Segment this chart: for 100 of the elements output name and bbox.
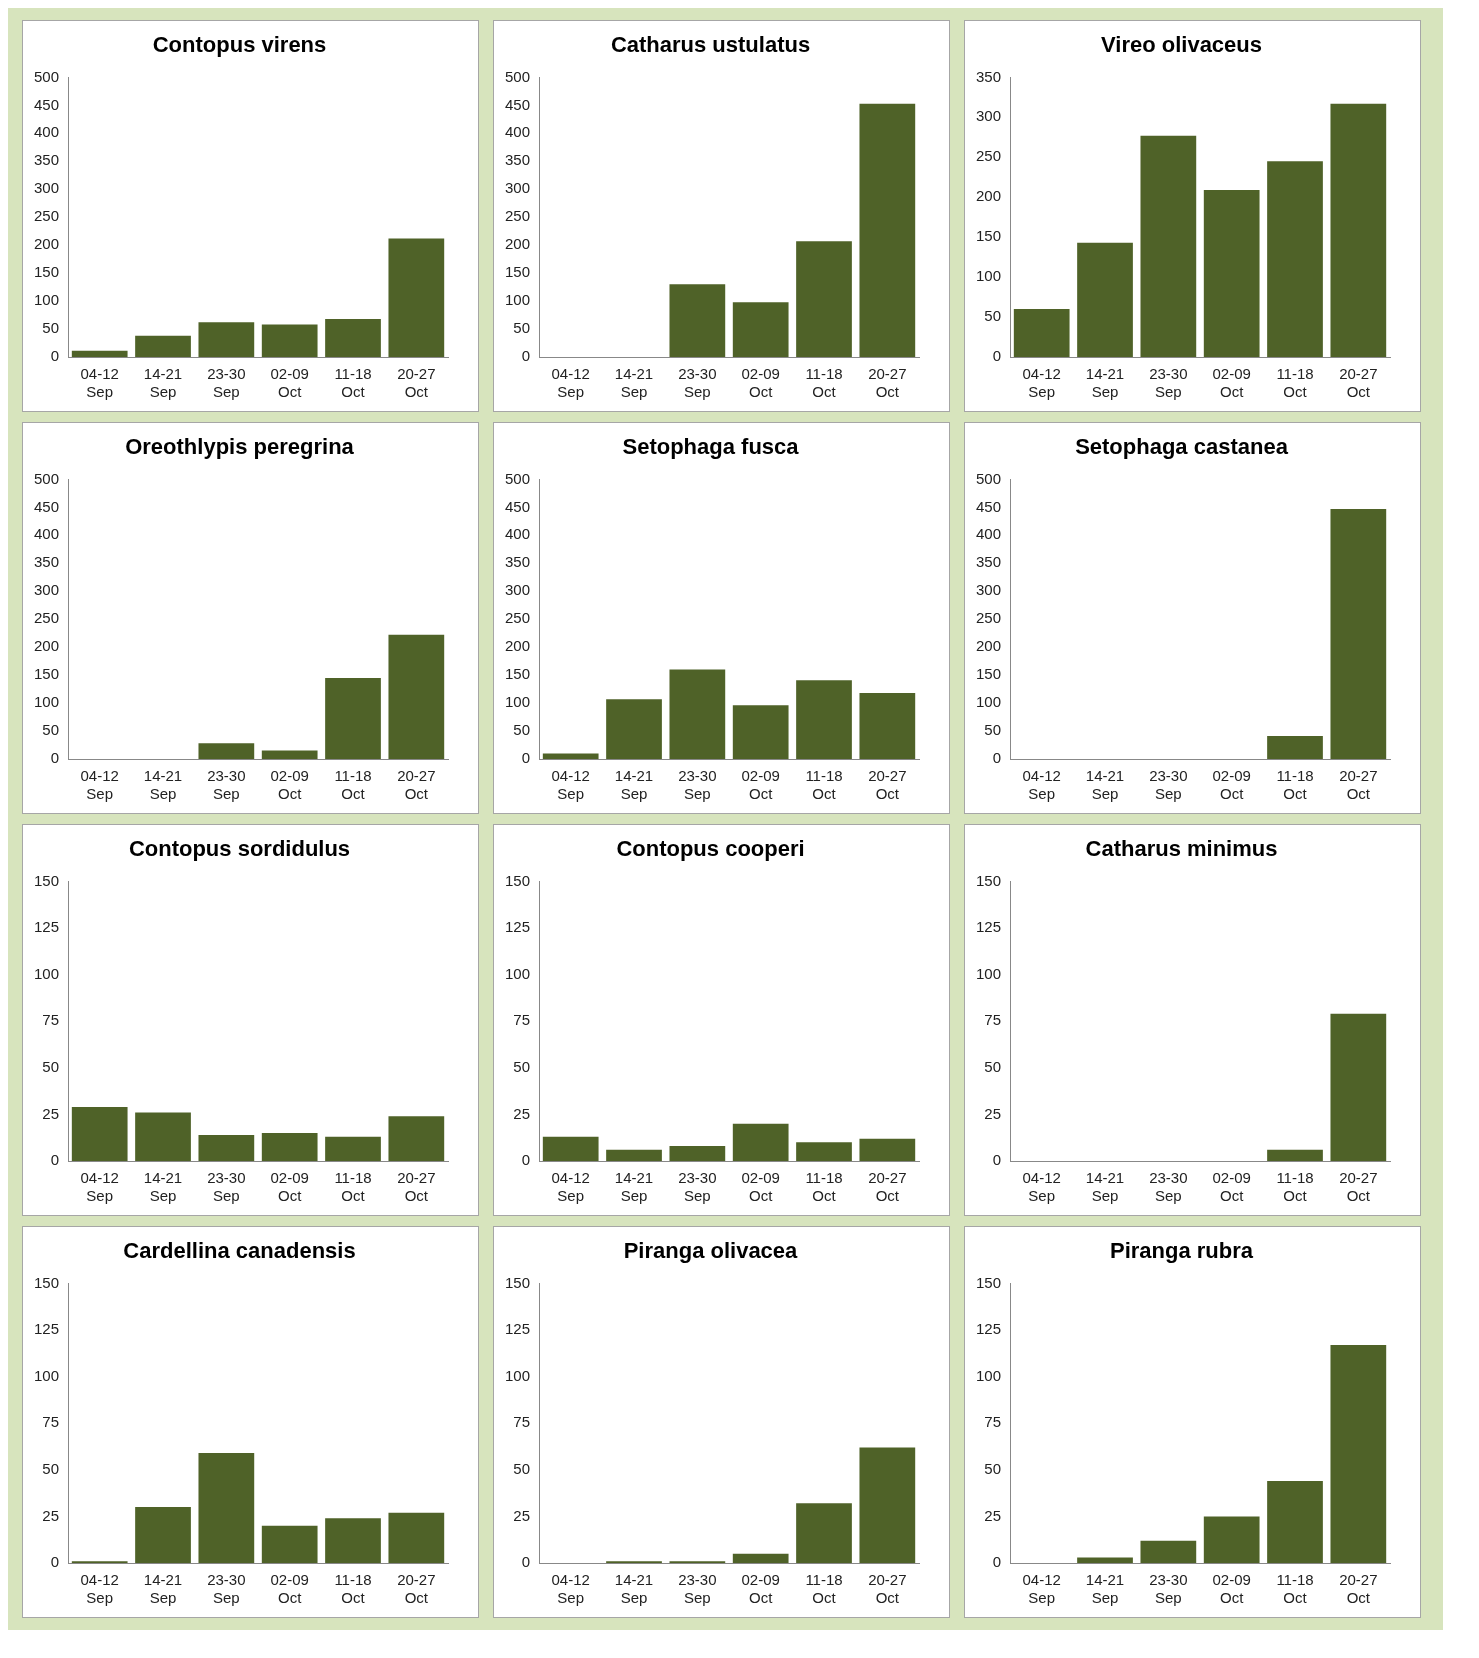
y-tick-label: 300 <box>976 581 1002 599</box>
bar <box>261 1133 318 1161</box>
x-tick-label: 14-21 Sep <box>1085 365 1125 401</box>
y-tick-label: 25 <box>42 1104 60 1122</box>
y-tick-label: 75 <box>42 1413 60 1431</box>
x-tick-label: 23-30 Sep <box>678 1169 717 1205</box>
y-tick-label: 150 <box>505 1273 531 1291</box>
x-tick-label: 04-12 Sep <box>80 1571 119 1607</box>
x-tick-label: 23-30 Sep <box>207 1169 246 1205</box>
y-tick-label: 200 <box>34 637 60 655</box>
x-tick-label: 23-30 Sep <box>1149 1169 1188 1205</box>
x-tick-label: 23-30 Sep <box>1149 365 1188 401</box>
y-tick-label: 100 <box>34 964 60 982</box>
y-tick-label: 400 <box>505 123 531 141</box>
bar <box>135 1507 191 1563</box>
y-tick-label: 150 <box>34 1273 60 1291</box>
x-tick-label: 20-27 Oct <box>397 365 436 401</box>
x-tick-label: 04-12 Sep <box>80 365 119 401</box>
x-tick-label: 02-09 Oct <box>270 365 309 401</box>
bar <box>388 1512 445 1563</box>
y-tick-label: 150 <box>34 665 60 683</box>
y-tick-label: 0 <box>521 1553 531 1571</box>
bar <box>606 699 662 759</box>
x-tick-label: 14-21 Sep <box>1085 1169 1125 1205</box>
bar <box>71 1106 128 1161</box>
y-tick-label: 25 <box>984 1506 1002 1524</box>
y-tick-label: 450 <box>34 497 60 515</box>
y-tick-label: 350 <box>34 553 60 571</box>
bar <box>859 1447 916 1563</box>
y-tick-label: 350 <box>976 553 1002 571</box>
y-tick-label: 300 <box>34 581 60 599</box>
x-tick-label: 23-30 Sep <box>1149 1571 1188 1607</box>
y-tick-label: 50 <box>42 319 60 337</box>
y-tick-label: 75 <box>42 1011 60 1029</box>
x-tick-label: 14-21 Sep <box>614 767 654 803</box>
x-tick-label: 04-12 Sep <box>551 365 590 401</box>
chart-title: Piranga rubra <box>1109 1238 1254 1264</box>
y-tick-label: 100 <box>34 291 60 309</box>
x-tick-label: 02-09 Oct <box>741 365 780 401</box>
x-tick-label: 04-12 Sep <box>1022 1571 1061 1607</box>
x-tick-label: 02-09 Oct <box>741 1169 780 1205</box>
y-tick-label: 25 <box>513 1506 531 1524</box>
x-tick-label: 14-21 Sep <box>1085 1571 1125 1607</box>
bar <box>732 705 789 759</box>
y-tick-label: 125 <box>976 1320 1002 1338</box>
x-tick-label: 14-21 Sep <box>614 1169 654 1205</box>
x-tick-label: 02-09 Oct <box>1212 767 1251 803</box>
x-tick-label: 02-09 Oct <box>1212 365 1251 401</box>
x-tick-label: 14-21 Sep <box>143 365 183 401</box>
x-tick-label: 11-18 Oct <box>1276 767 1314 803</box>
y-tick-label: 450 <box>976 497 1002 515</box>
chart-title: Contopus cooperi <box>616 836 805 862</box>
bar <box>859 1138 916 1161</box>
bar <box>135 1112 191 1161</box>
x-tick-label: 20-27 Oct <box>1339 1169 1378 1205</box>
bar <box>796 241 852 357</box>
y-tick-label: 500 <box>34 67 60 85</box>
y-tick-label: 50 <box>984 307 1002 325</box>
y-tick-label: 150 <box>505 871 531 889</box>
x-tick-label: 04-12 Sep <box>1022 1169 1061 1205</box>
y-tick-label: 125 <box>34 1320 60 1338</box>
bar <box>1203 1516 1260 1563</box>
y-tick-label: 125 <box>34 918 60 936</box>
chart-title: Contopus virens <box>152 32 327 58</box>
bar <box>388 634 445 759</box>
y-tick-label: 0 <box>50 1151 60 1169</box>
y-tick-label: 250 <box>976 609 1002 627</box>
bar <box>542 753 599 759</box>
y-tick-label: 150 <box>976 871 1002 889</box>
x-tick-label: 02-09 Oct <box>270 1571 309 1607</box>
bar <box>1140 1540 1197 1563</box>
y-tick-label: 50 <box>42 1057 60 1075</box>
y-tick-label: 250 <box>976 147 1002 165</box>
x-tick-label: 11-18 Oct <box>1276 1571 1314 1607</box>
x-tick-label: 20-27 Oct <box>868 1169 907 1205</box>
bar <box>732 302 789 357</box>
bar <box>542 1136 599 1161</box>
x-tick-label: 11-18 Oct <box>1276 1169 1314 1205</box>
x-tick-label: 20-27 Oct <box>1339 1571 1378 1607</box>
chart-title: Cardellina canadensis <box>123 1238 356 1264</box>
x-tick-label: 04-12 Sep <box>1022 767 1061 803</box>
y-tick-label: 200 <box>505 637 531 655</box>
bar <box>135 335 191 357</box>
y-tick-label: 300 <box>505 179 531 197</box>
chart-title: Setophaga fusca <box>622 434 800 460</box>
y-tick-label: 400 <box>34 123 60 141</box>
bar <box>669 1146 726 1161</box>
y-tick-label: 25 <box>984 1104 1002 1122</box>
y-tick-label: 25 <box>42 1506 60 1524</box>
y-tick-label: 50 <box>984 721 1002 739</box>
chart-title: Piranga olivacea <box>623 1238 799 1264</box>
bar <box>325 677 381 759</box>
x-tick-label: 11-18 Oct <box>805 365 843 401</box>
y-tick-label: 200 <box>976 637 1002 655</box>
y-tick-label: 450 <box>505 95 531 113</box>
y-tick-label: 0 <box>521 749 531 767</box>
y-tick-label: 0 <box>992 749 1002 767</box>
y-tick-label: 50 <box>513 1459 531 1477</box>
x-tick-label: 20-27 Oct <box>1339 767 1378 803</box>
x-tick-label: 20-27 Oct <box>397 1169 436 1205</box>
